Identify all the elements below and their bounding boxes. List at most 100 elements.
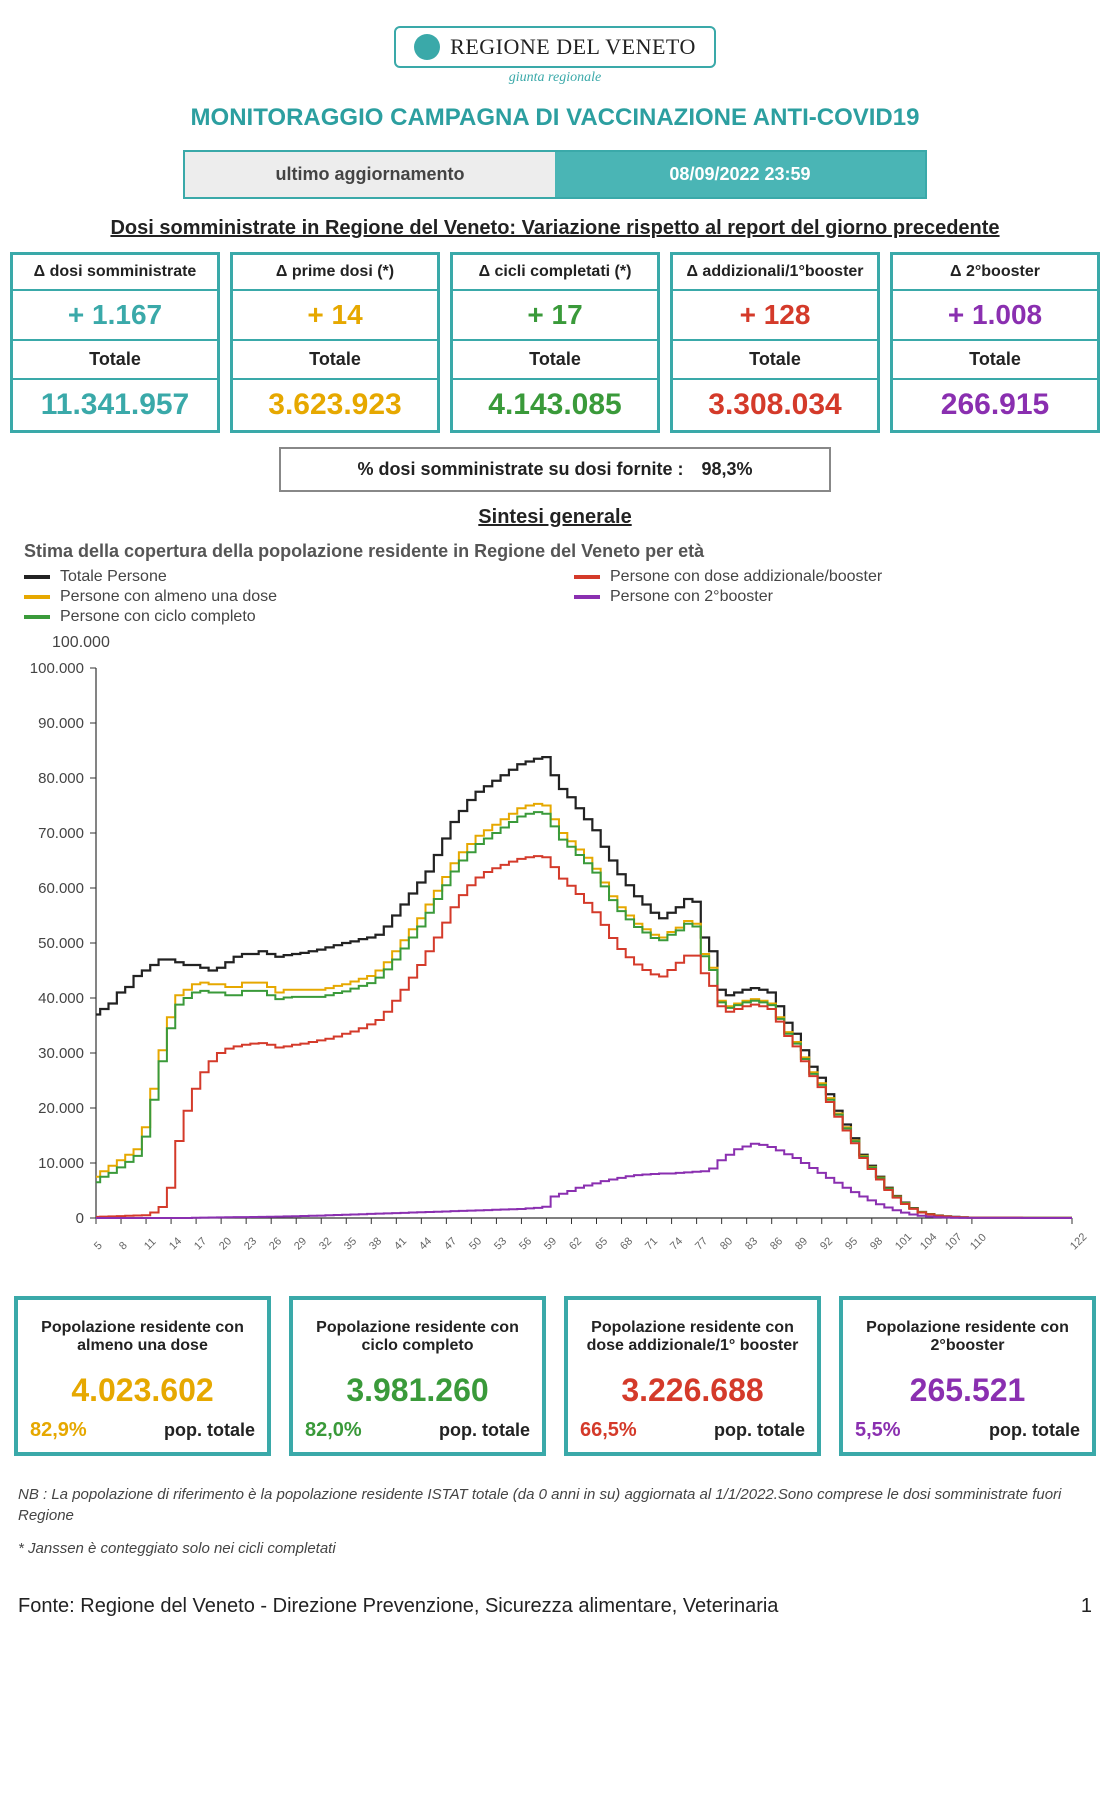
update-bar: ultimo aggiornamento 08/09/2022 23:59	[183, 150, 927, 199]
org-sub: giunta regionale	[10, 70, 1100, 86]
section1-title: Dosi somministrate in Regione del Veneto…	[10, 217, 1100, 240]
legend-label: Persone con almeno una dose	[60, 588, 277, 606]
delta-card-tot-label: Totale	[233, 341, 437, 380]
delta-card-delta: + 17	[453, 291, 657, 341]
bottom-card-pct-label: pop. totale	[439, 1420, 530, 1441]
delta-card-delta: + 1.167	[13, 291, 217, 341]
bottom-card-pct: 82,0%	[305, 1419, 362, 1442]
svg-text:100.000: 100.000	[30, 660, 84, 677]
xlabel: 77	[693, 1235, 710, 1252]
bottom-card-pct: 82,9%	[30, 1419, 87, 1442]
legend-item: Persone con 2°booster	[574, 588, 1100, 606]
bottom-cards: Popolazione residente con almeno una dos…	[14, 1296, 1096, 1456]
xlabel: 89	[793, 1235, 810, 1252]
svg-text:10.000: 10.000	[38, 1155, 84, 1172]
legend-item: Persone con ciclo completo	[24, 608, 550, 626]
xlabel: 11	[142, 1236, 159, 1253]
xlabel: 86	[768, 1235, 785, 1252]
xlabel: 26	[267, 1235, 284, 1252]
svg-text:20.000: 20.000	[38, 1100, 84, 1117]
bottom-card-value: 4.023.602	[30, 1372, 255, 1409]
delta-card: Δ addizionali/1°booster+ 128Totale3.308.…	[670, 252, 880, 433]
legend-label: Totale Persone	[60, 568, 167, 586]
logo-block: REGIONE DEL VENETO giunta regionale	[10, 26, 1100, 86]
xlabel: 59	[542, 1235, 559, 1252]
xlabel: 17	[192, 1235, 209, 1252]
xlabel: 35	[342, 1235, 359, 1252]
bottom-card-value: 265.521	[855, 1372, 1080, 1409]
delta-card-total: 4.143.085	[453, 380, 657, 430]
legend-swatch	[574, 595, 600, 599]
xlabel: 50	[467, 1235, 484, 1252]
xlabel: 95	[843, 1235, 860, 1252]
delta-card-label: Δ dosi somministrate	[13, 255, 217, 291]
xlabel: 68	[618, 1235, 635, 1252]
svg-text:70.000: 70.000	[38, 825, 84, 842]
xlabel: 56	[517, 1235, 534, 1252]
logo-box: REGIONE DEL VENETO	[394, 26, 716, 68]
svg-text:30.000: 30.000	[38, 1045, 84, 1062]
xlabel: 32	[317, 1235, 334, 1252]
delta-cards: Δ dosi somministrate+ 1.167 Totale 11.341.…	[10, 252, 1100, 433]
pct-label: % dosi somministrate su dosi fornite :	[357, 459, 683, 480]
bottom-card-pct-label: pop. totale	[714, 1420, 805, 1441]
xlabel: 71	[643, 1235, 660, 1252]
delta-card-total: 3.623.923	[233, 380, 437, 430]
xlabel: 44	[417, 1235, 434, 1252]
svg-text:50.000: 50.000	[38, 935, 84, 952]
nb-text: NB : La popolazione di riferimento è la …	[18, 1484, 1092, 1526]
update-label: ultimo aggiornamento	[185, 152, 555, 197]
bottom-card: Popolazione residente con ciclo completo…	[289, 1296, 546, 1456]
update-value: 08/09/2022 23:59	[555, 152, 925, 197]
svg-text:90.000: 90.000	[38, 715, 84, 732]
xlabel: 62	[567, 1235, 584, 1252]
chart-svg: 010.00020.00030.00040.00050.00060.00070.…	[18, 658, 1078, 1278]
chart-legend: Totale Persone Persone con dose addiziona…	[24, 568, 1100, 626]
nb2-text: * Janssen è conteggiato solo nei cicli c…	[18, 1538, 1092, 1559]
legend-label: Persone con dose addizionale/booster	[610, 568, 882, 586]
delta-card-tot-label: Totale	[453, 341, 657, 380]
delta-card: Δ dosi somministrate+ 1.167Totale11.341.…	[10, 252, 220, 433]
legend-item: Persone con almeno una dose	[24, 588, 550, 606]
page-title: MONITORAGGIO CAMPAGNA DI VACCINAZIONE AN…	[10, 104, 1100, 132]
delta-card-delta: + 14	[233, 291, 437, 341]
bottom-card-pct-label: pop. totale	[164, 1420, 255, 1441]
bottom-card-value: 3.226.688	[580, 1372, 805, 1409]
delta-card: Δ cicli completati (*)+ 17Totale4.143.08…	[450, 252, 660, 433]
bottom-card-pct: 66,5%	[580, 1419, 637, 1442]
footer-page: 1	[1081, 1595, 1092, 1618]
pct-value: 98,3%	[702, 459, 753, 480]
pct-box: % dosi somministrate su dosi fornite : 9…	[279, 447, 831, 492]
xlabel: 29	[292, 1235, 309, 1252]
footer-source: Fonte: Regione del Veneto - Direzione Pr…	[18, 1595, 778, 1618]
xlabel: 53	[492, 1235, 509, 1252]
xlabel: 20	[217, 1235, 234, 1252]
legend-item: Persone con dose addizionale/booster	[574, 568, 1100, 586]
bottom-card-title: Popolazione residente con almeno una dos…	[30, 1310, 255, 1364]
legend-item: Totale Persone	[24, 568, 550, 586]
delta-card-tot-label: Totale	[893, 341, 1097, 380]
svg-text:0: 0	[76, 1210, 84, 1227]
chart-ylabel-top: 100.000	[52, 634, 1100, 652]
delta-card-label: Δ 2°booster	[893, 255, 1097, 291]
xlabel: 98	[868, 1235, 885, 1252]
xlabel: 65	[593, 1235, 610, 1252]
org-name: REGIONE DEL VENETO	[450, 34, 696, 60]
delta-card-label: Δ prime dosi (*)	[233, 255, 437, 291]
delta-card-total: 3.308.034	[673, 380, 877, 430]
legend-label: Persone con ciclo completo	[60, 608, 256, 626]
delta-card-total: 11.341.957	[13, 380, 217, 430]
xlabel: 47	[442, 1235, 459, 1252]
delta-card-label: Δ cicli completati (*)	[453, 255, 657, 291]
xlabel: 74	[668, 1235, 685, 1252]
legend-swatch	[24, 575, 50, 579]
bottom-card: Popolazione residente con dose addiziona…	[564, 1296, 821, 1456]
xlabel: 23	[242, 1235, 259, 1252]
svg-text:80.000: 80.000	[38, 770, 84, 787]
svg-text:40.000: 40.000	[38, 990, 84, 1007]
bottom-card: Popolazione residente con almeno una dos…	[14, 1296, 271, 1456]
xlabel: 92	[818, 1235, 835, 1252]
xlabel: 83	[743, 1235, 760, 1252]
bottom-card-pct: 5,5%	[855, 1419, 901, 1442]
bottom-card: Popolazione residente con 2°booster265.5…	[839, 1296, 1096, 1456]
